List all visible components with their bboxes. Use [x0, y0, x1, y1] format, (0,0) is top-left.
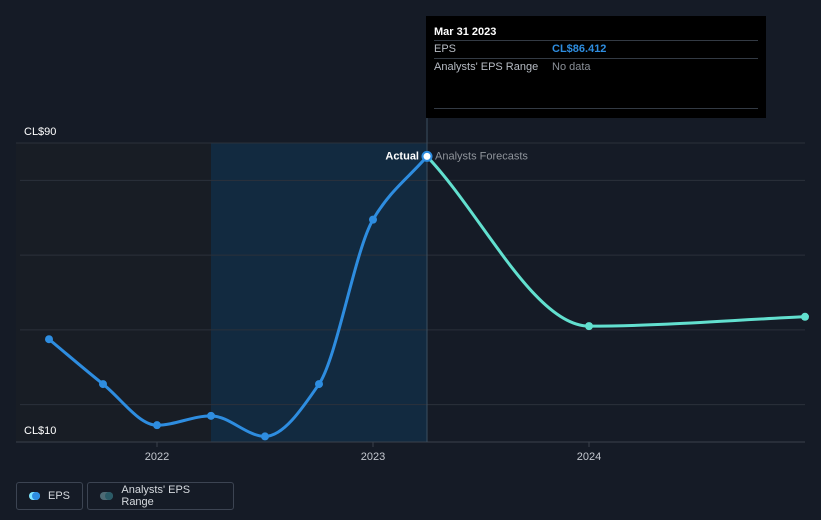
analysts-forecasts-label: Analysts Forecasts [435, 150, 528, 162]
tooltip-range-row: Analysts' EPS Range No data [434, 58, 758, 76]
tooltip-range-label: Analysts' EPS Range [434, 61, 539, 73]
x-tick-label: 2024 [577, 451, 601, 463]
eps-point[interactable] [315, 380, 323, 389]
tooltip-date: Mar 31 2023 [434, 26, 497, 38]
tooltip: Mar 31 2023 EPS CL$86.412 Analysts' EPS … [426, 16, 766, 118]
eps-point[interactable] [369, 215, 377, 224]
tooltip-eps-label: EPS [434, 43, 457, 55]
eps-point[interactable] [207, 411, 215, 420]
eps-point[interactable] [261, 432, 269, 441]
eps-point[interactable] [99, 380, 107, 389]
y-tick-label: CL$90 [24, 126, 56, 138]
forecast-point[interactable] [585, 322, 593, 331]
tooltip-range-value: No data [552, 61, 591, 73]
forecast-point[interactable] [801, 312, 809, 321]
eps-point[interactable] [153, 421, 161, 430]
eps-legend-icon [29, 492, 40, 500]
eps-point[interactable] [45, 335, 53, 344]
legend-eps-button[interactable]: EPS [16, 482, 83, 510]
legend-range-label: Analysts' EPS Range [121, 484, 191, 508]
highlighted-period-shade [211, 143, 427, 442]
tooltip-eps-row: EPS CL$86.412 [434, 40, 758, 58]
tooltip-divider [434, 108, 758, 109]
past-period-shade [16, 143, 211, 442]
y-tick-label: CL$10 [24, 425, 56, 437]
tooltip-eps-value: CL$86.412 [552, 43, 607, 55]
x-tick-label: 2023 [361, 451, 385, 463]
legend-eps-label: EPS [47, 490, 70, 502]
x-tick-label: 2022 [145, 451, 169, 463]
gridlines [16, 142, 805, 406]
range-legend-icon [100, 492, 114, 500]
eps-forecast-line [425, 154, 807, 328]
legend-range-button[interactable]: Analysts' EPS Range [87, 482, 234, 510]
actual-label: Actual [385, 150, 419, 162]
eps-point-current[interactable] [421, 150, 433, 162]
